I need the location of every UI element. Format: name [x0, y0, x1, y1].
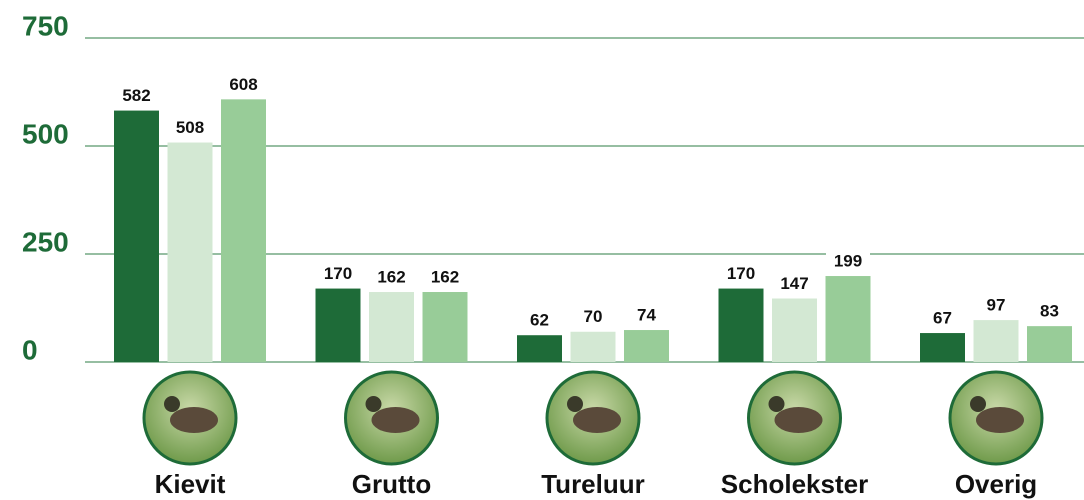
x-tick-label: Kievit	[155, 469, 226, 499]
value-label: 582	[122, 86, 150, 105]
bar	[167, 142, 213, 362]
value-label-bg	[772, 272, 817, 295]
value-label-bg	[423, 266, 467, 289]
y-tick-label: 250	[22, 226, 69, 257]
value-label: 70	[584, 307, 603, 326]
value-label-bg	[369, 266, 414, 289]
y-tick-label: 500	[22, 118, 69, 149]
bird-body	[371, 407, 420, 433]
value-label-bg	[221, 73, 266, 96]
value-label: 608	[229, 75, 257, 94]
bird-head	[567, 396, 583, 412]
value-label: 67	[933, 309, 952, 328]
value-label: 170	[727, 264, 755, 283]
value-label-bg	[920, 307, 965, 330]
bird-body	[976, 407, 1024, 433]
bird-head	[970, 396, 986, 412]
value-label: 62	[530, 311, 549, 330]
bar	[369, 292, 414, 362]
x-tick-label: Grutto	[352, 469, 431, 499]
value-label-bg	[624, 304, 669, 327]
value-label-bg	[826, 250, 870, 273]
value-label-bg	[517, 309, 562, 332]
value-label-bg	[719, 262, 763, 285]
value-label: 83	[1040, 302, 1059, 321]
value-label-bg	[974, 294, 1018, 317]
x-tick-label: Tureluur	[541, 469, 645, 499]
bird-head	[365, 396, 382, 412]
bird-body	[170, 407, 218, 433]
y-tick-label: 750	[22, 10, 69, 41]
bird-head	[164, 396, 180, 412]
value-label-bg	[571, 305, 615, 328]
bar	[624, 330, 669, 362]
value-label: 508	[176, 118, 204, 137]
value-label: 147	[780, 274, 808, 293]
bar	[221, 99, 266, 363]
value-label: 162	[431, 268, 459, 287]
bar	[1027, 326, 1072, 362]
value-label-bg	[1027, 300, 1072, 323]
bird-body	[774, 407, 823, 433]
bar	[825, 276, 871, 362]
value-label: 97	[987, 296, 1006, 315]
bar	[315, 288, 361, 362]
x-tick-label: Overig	[955, 469, 1037, 499]
x-tick-label: Scholekster	[721, 469, 868, 499]
bar	[973, 320, 1019, 362]
value-label-bg	[316, 262, 360, 285]
value-label-bg	[168, 116, 212, 139]
value-label-bg	[114, 84, 159, 107]
bar	[570, 331, 616, 362]
value-label: 74	[637, 306, 656, 325]
value-label: 162	[377, 268, 405, 287]
value-label: 199	[834, 252, 862, 271]
bar	[517, 335, 562, 362]
bar	[772, 298, 817, 362]
value-label: 170	[324, 264, 352, 283]
bar	[422, 292, 468, 362]
bird-body	[573, 407, 621, 433]
bar	[114, 110, 159, 363]
bar	[718, 288, 764, 362]
y-tick-label: 0	[22, 334, 38, 365]
bar	[920, 333, 965, 362]
bird-head	[768, 396, 785, 412]
